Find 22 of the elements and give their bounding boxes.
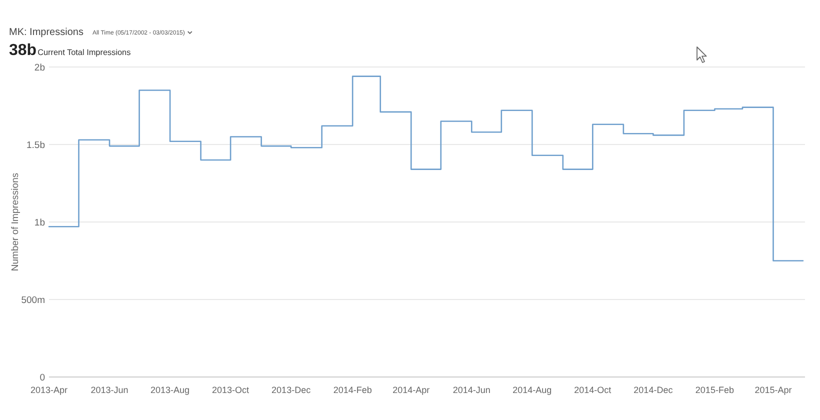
y-tick-label: 0 — [40, 372, 45, 384]
chart-title: MK: Impressions — [9, 27, 84, 38]
x-tick-label: 2014-Dec — [634, 385, 674, 395]
x-tick-label: 2015-Apr — [754, 385, 792, 395]
x-tick-label: 2013-Jun — [90, 385, 128, 395]
y-axis-title: Number of Impressions — [10, 172, 21, 272]
x-tick-label: 2013-Aug — [150, 385, 190, 395]
y-tick-label: 500m — [21, 294, 46, 306]
x-tick-label: 2013-Oct — [212, 385, 250, 395]
x-tick-label: 2014-Jun — [452, 385, 490, 395]
text: 38b — [9, 42, 37, 59]
x-tick-label: 2014-Aug — [512, 385, 552, 395]
y-tick-label: 1b — [34, 217, 45, 228]
y-tick-label: 2b — [34, 62, 45, 74]
x-tick-label: 2013-Dec — [272, 385, 312, 395]
x-tick-label: 2014-Feb — [333, 385, 372, 395]
x-tick-label: 2013-Apr — [30, 385, 68, 395]
x-tick-label: 2014-Apr — [392, 385, 430, 395]
x-tick-label: 2015-Feb — [695, 385, 734, 395]
text: Current Total Impressions — [38, 48, 131, 57]
y-tick-label: 1.5b — [26, 140, 45, 151]
x-tick-label: 2014-Oct — [574, 385, 612, 395]
